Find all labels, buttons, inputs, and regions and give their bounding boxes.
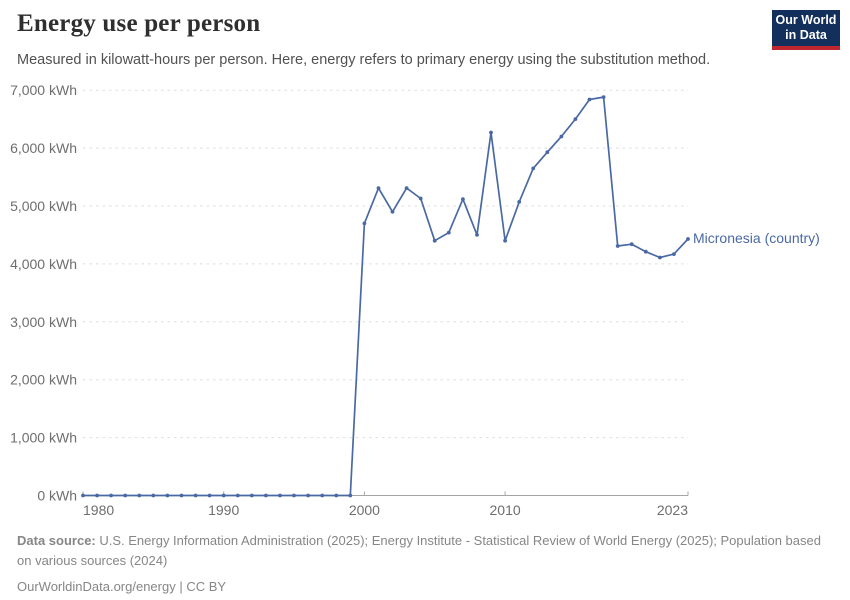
data-point[interactable]: [446, 230, 451, 235]
x-tick-label: 2000: [349, 502, 380, 518]
data-point[interactable]: [517, 200, 522, 204]
data-point[interactable]: [221, 493, 226, 498]
data-point[interactable]: [573, 117, 578, 121]
x-tick-label: 1980: [83, 502, 114, 518]
data-point[interactable]: [672, 252, 676, 256]
data-point[interactable]: [475, 233, 479, 237]
y-tick-label: 2,000 kWh: [10, 372, 77, 388]
data-point[interactable]: [461, 197, 465, 202]
x-tick-label: 2010: [490, 502, 521, 518]
data-point[interactable]: [615, 244, 620, 248]
data-point[interactable]: [629, 242, 634, 247]
footer: Data source: U.S. Energy Information Adm…: [17, 531, 829, 597]
license-line[interactable]: OurWorldinData.org/energy | CC BY: [17, 579, 227, 594]
data-point[interactable]: [123, 493, 128, 498]
data-source-label: Data source:: [17, 533, 96, 548]
y-tick-label: 5,000 kWh: [10, 198, 77, 214]
data-point[interactable]: [601, 95, 606, 99]
x-tick-label: 2023: [657, 502, 688, 518]
data-point[interactable]: [531, 166, 536, 171]
data-source-text2: on various sources (2024): [17, 552, 168, 568]
data-source-line: Data source: U.S. Energy Information Adm…: [17, 531, 829, 570]
data-line[interactable]: [82, 96, 689, 497]
data-point[interactable]: [320, 493, 325, 498]
data-point[interactable]: [643, 249, 648, 254]
data-point[interactable]: [109, 493, 113, 498]
data-point[interactable]: [334, 493, 339, 498]
data-point[interactable]: [362, 221, 367, 226]
data-point[interactable]: [165, 493, 170, 498]
data-point[interactable]: [81, 493, 85, 498]
x-tick-label: 1990: [208, 502, 239, 518]
chart-subtitle: Measured in kilowatt-hours per person. H…: [17, 52, 711, 68]
data-point[interactable]: [306, 493, 310, 498]
x-axis: 1980 1990 2000 2010 2023: [82, 491, 689, 518]
data-point[interactable]: [292, 493, 296, 498]
data-point[interactable]: [151, 493, 156, 498]
data-point[interactable]: [418, 196, 423, 201]
data-point[interactable]: [489, 130, 493, 135]
data-point[interactable]: [390, 209, 395, 214]
data-point[interactable]: [559, 134, 564, 139]
data-point[interactable]: [686, 237, 690, 241]
data-point[interactable]: [503, 238, 507, 243]
series-label-micronesia[interactable]: Micronesia (country): [693, 230, 820, 246]
data-point[interactable]: [95, 493, 99, 498]
data-point[interactable]: [587, 97, 592, 102]
data-point[interactable]: [179, 493, 184, 498]
data-point[interactable]: [432, 238, 437, 243]
y-tick-label: 7,000 kWh: [10, 82, 77, 98]
data-point[interactable]: [193, 493, 198, 498]
y-tick-label: 3,000 kWh: [10, 314, 77, 330]
owid-logo[interactable]: Our World in Data: [772, 10, 840, 50]
data-point[interactable]: [278, 493, 282, 498]
data-point[interactable]: [376, 186, 381, 191]
data-point[interactable]: [249, 493, 254, 498]
data-point[interactable]: [348, 493, 353, 498]
data-point[interactable]: [137, 493, 142, 498]
page-title: Energy use per person: [17, 10, 261, 37]
data-point[interactable]: [207, 493, 212, 498]
owid-logo-line2: in Data: [785, 28, 827, 42]
series-line-group[interactable]: [81, 95, 690, 498]
y-tick-label: 6,000 kWh: [10, 140, 77, 156]
data-point[interactable]: [658, 255, 662, 260]
y-tick-label: 4,000 kWh: [10, 256, 77, 272]
data-point[interactable]: [235, 493, 240, 498]
y-gridlines: 0 kWh 1,000 kWh 2,000 kWh 3,000 kWh 4,000 kW…: [10, 82, 688, 504]
y-tick-label: 1,000 kWh: [10, 430, 77, 446]
owid-logo-line1: Our World: [775, 13, 837, 28]
data-source-text1: U.S. Energy Information Administration (…: [95, 533, 821, 548]
data-point[interactable]: [404, 186, 409, 191]
data-point[interactable]: [545, 150, 550, 155]
y-tick-label: 0 kWh: [37, 488, 77, 504]
data-point[interactable]: [264, 493, 268, 498]
